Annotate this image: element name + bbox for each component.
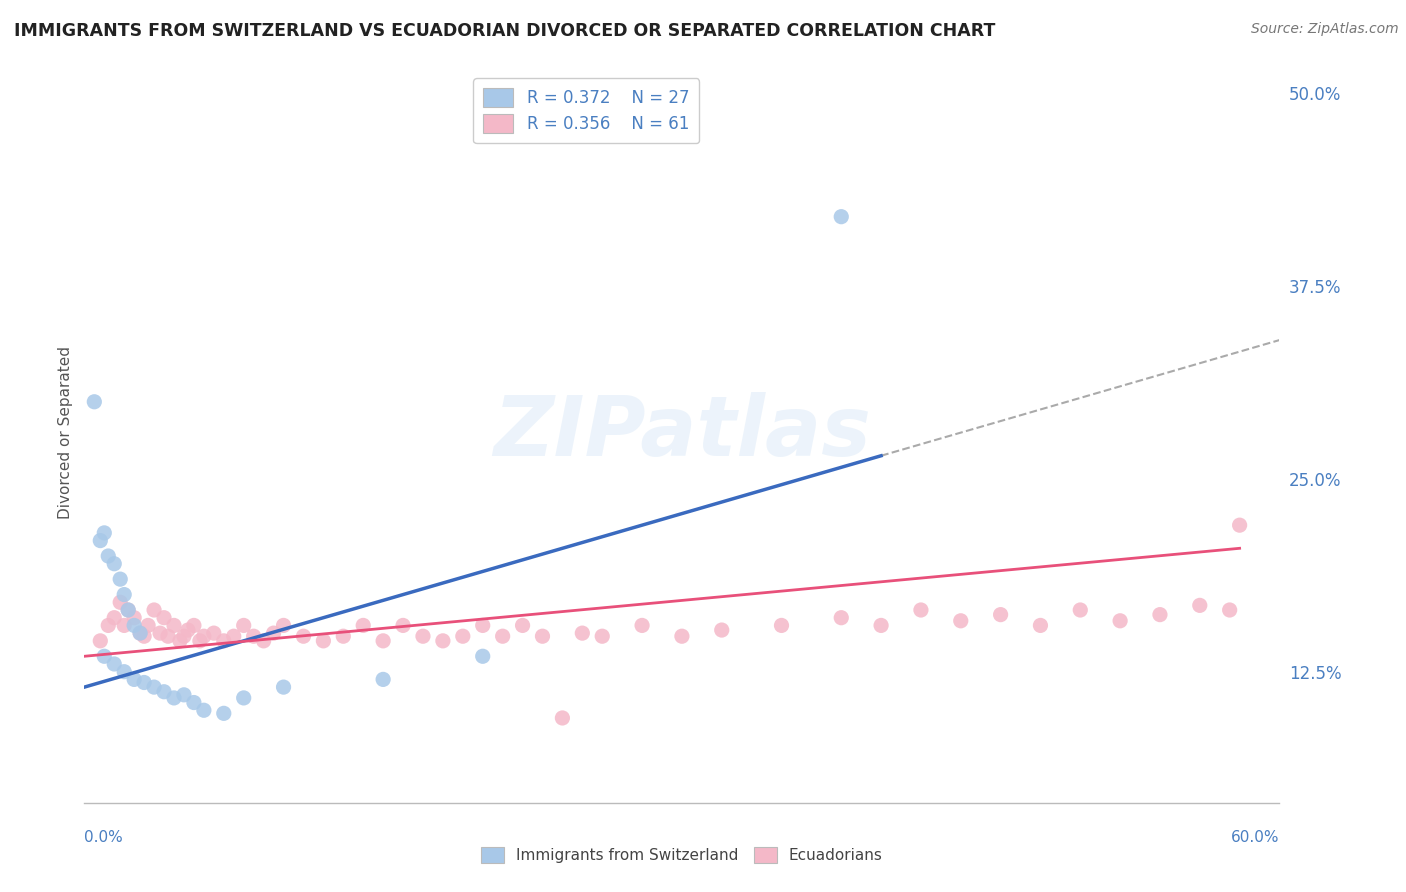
Point xyxy=(122,611,145,625)
Point xyxy=(132,629,156,643)
Point xyxy=(212,633,235,648)
Point xyxy=(253,633,276,648)
Point xyxy=(183,618,205,632)
Point xyxy=(89,633,111,648)
Point xyxy=(373,673,395,687)
Point xyxy=(93,525,115,540)
Point xyxy=(83,394,105,409)
Point xyxy=(129,626,152,640)
Point xyxy=(112,588,135,602)
Point xyxy=(512,618,534,632)
Point xyxy=(97,549,120,563)
Point xyxy=(183,696,205,710)
Point xyxy=(1229,518,1251,533)
Point xyxy=(273,680,295,694)
Point xyxy=(232,690,254,705)
Point xyxy=(103,611,125,625)
Point xyxy=(112,618,135,632)
Text: ZIPatlas: ZIPatlas xyxy=(494,392,870,473)
Point xyxy=(392,618,415,632)
Point xyxy=(1149,607,1171,622)
Point xyxy=(143,603,166,617)
Text: Source: ZipAtlas.com: Source: ZipAtlas.com xyxy=(1251,22,1399,37)
Legend: Immigrants from Switzerland, Ecuadorians: Immigrants from Switzerland, Ecuadorians xyxy=(475,841,889,869)
Point xyxy=(263,626,285,640)
Point xyxy=(177,623,200,637)
Point xyxy=(153,685,176,699)
Point xyxy=(232,618,254,632)
Point xyxy=(710,623,733,637)
Point xyxy=(492,629,515,643)
Point xyxy=(770,618,793,632)
Point xyxy=(571,626,593,640)
Point xyxy=(132,675,156,690)
Point xyxy=(103,657,125,671)
Point xyxy=(471,618,494,632)
Point xyxy=(1029,618,1052,632)
Point xyxy=(212,706,235,721)
Point xyxy=(830,611,852,625)
Point xyxy=(157,629,180,643)
Text: IMMIGRANTS FROM SWITZERLAND VS ECUADORIAN DIVORCED OR SEPARATED CORRELATION CHAR: IMMIGRANTS FROM SWITZERLAND VS ECUADORIA… xyxy=(14,22,995,40)
Point xyxy=(222,629,245,643)
Point xyxy=(531,629,554,643)
Point xyxy=(292,629,315,643)
Point xyxy=(122,673,145,687)
Point xyxy=(169,633,191,648)
Point xyxy=(153,611,176,625)
Point xyxy=(143,680,166,694)
Point xyxy=(273,618,295,632)
Point xyxy=(149,626,172,640)
Y-axis label: Divorced or Separated: Divorced or Separated xyxy=(58,346,73,519)
Point xyxy=(129,626,152,640)
Point xyxy=(591,629,613,643)
Point xyxy=(193,629,215,643)
Text: 60.0%: 60.0% xyxy=(1232,830,1279,845)
Point xyxy=(910,603,932,617)
Point xyxy=(122,618,145,632)
Point xyxy=(193,703,215,717)
Point xyxy=(412,629,434,643)
Point xyxy=(949,614,972,628)
Point xyxy=(451,629,474,643)
Point xyxy=(352,618,374,632)
Point xyxy=(112,665,135,679)
Point xyxy=(103,557,125,571)
Text: 0.0%: 0.0% xyxy=(84,830,124,845)
Point xyxy=(1188,599,1211,613)
Point xyxy=(1109,614,1132,628)
Point xyxy=(373,633,395,648)
Point xyxy=(870,618,893,632)
Point xyxy=(631,618,654,632)
Point xyxy=(671,629,693,643)
Point xyxy=(117,603,139,617)
Point xyxy=(93,649,115,664)
Point xyxy=(432,633,454,648)
Point xyxy=(163,690,186,705)
Point xyxy=(551,711,574,725)
Point xyxy=(990,607,1012,622)
Point xyxy=(173,688,195,702)
Point xyxy=(242,629,264,643)
Point xyxy=(188,633,211,648)
Point xyxy=(117,603,139,617)
Point xyxy=(1219,603,1241,617)
Point xyxy=(830,210,852,224)
Point xyxy=(97,618,120,632)
Point xyxy=(312,633,335,648)
Point xyxy=(471,649,494,664)
Point xyxy=(332,629,354,643)
Point xyxy=(110,572,132,586)
Point xyxy=(1069,603,1091,617)
Point xyxy=(173,629,195,643)
Point xyxy=(202,626,225,640)
Point xyxy=(89,533,111,548)
Point xyxy=(136,618,159,632)
Point xyxy=(110,595,132,609)
Point xyxy=(163,618,186,632)
